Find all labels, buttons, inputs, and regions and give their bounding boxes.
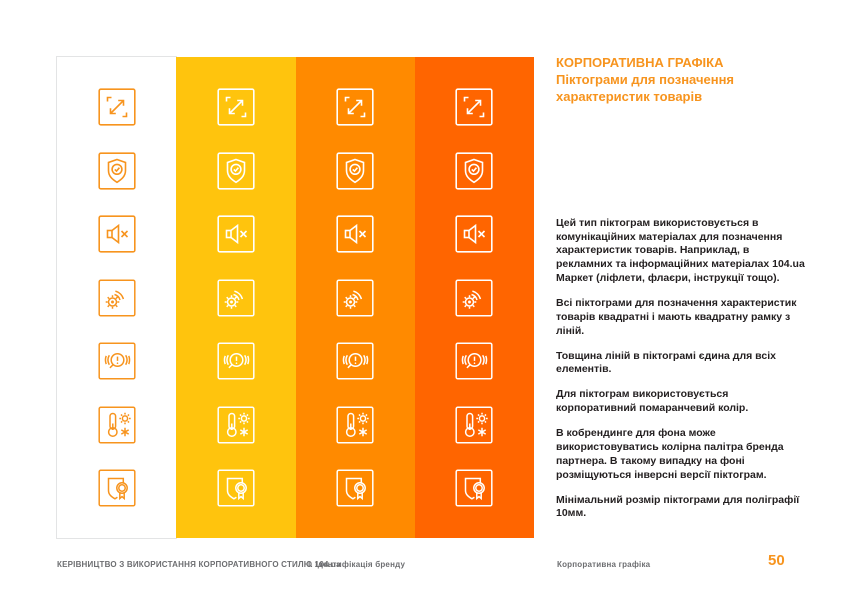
page-subtitle: Піктограми для позначення характеристик … — [556, 72, 735, 104]
expand-dimensions-icon — [217, 88, 255, 126]
certificate-ribbon-icon — [336, 469, 374, 507]
expand-dimensions-icon — [98, 88, 136, 126]
paragraph: Цей тип піктограм використовується в ком… — [556, 216, 805, 285]
speaker-mute-icon — [98, 215, 136, 253]
certificate-ribbon-icon — [217, 469, 255, 507]
magnifier-alert-icon — [217, 342, 255, 380]
shield-check-icon — [98, 152, 136, 190]
footer-section-label: І. Ідентифікація бренду — [308, 560, 406, 569]
magnifier-alert-icon — [455, 342, 493, 380]
paragraph: Всі піктограми для позначення характерис… — [556, 297, 797, 337]
expand-dimensions-icon — [455, 88, 493, 126]
spark-signal-icon — [336, 279, 374, 317]
text-column: КОРПОРАТИВНА ГРАФІКА Піктограми для позн… — [556, 55, 806, 532]
paragraph: Мінімальний розмір піктограми для полігр… — [556, 493, 800, 520]
shield-check-icon — [336, 152, 374, 190]
speaker-mute-icon — [336, 215, 374, 253]
certificate-ribbon-icon — [455, 469, 493, 507]
swatch-column-deep-orange — [414, 57, 534, 538]
swatch-column-orange — [295, 57, 415, 538]
page-title: КОРПОРАТИВНА ГРАФІКА — [556, 55, 724, 70]
magnifier-alert-icon — [98, 342, 136, 380]
page-number: 50 — [768, 552, 785, 569]
body-copy: Цей тип піктограм використовується в ком… — [556, 217, 806, 521]
shield-check-icon — [217, 152, 255, 190]
spark-signal-icon — [217, 279, 255, 317]
paragraph: Для піктограм використовується корпорати… — [556, 388, 749, 415]
swatch-column-yellow — [176, 57, 296, 538]
shield-check-icon — [455, 152, 493, 190]
expand-dimensions-icon — [336, 88, 374, 126]
temperature-range-icon — [98, 406, 136, 444]
footer-manual-title: КЕРІВНИЦТВО З ВИКОРИСТАННЯ КОРПОРАТИВНОГ… — [57, 560, 341, 569]
speaker-mute-icon — [217, 215, 255, 253]
certificate-ribbon-icon — [98, 469, 136, 507]
swatch-column-white — [55, 56, 178, 539]
spark-signal-icon — [98, 279, 136, 317]
paragraph: В кобрендинге для фона може використовув… — [556, 427, 784, 481]
magnifier-alert-icon — [336, 342, 374, 380]
temperature-range-icon — [217, 406, 255, 444]
temperature-range-icon — [336, 406, 374, 444]
footer-chapter-label: Корпоративна графіка — [557, 560, 651, 569]
speaker-mute-icon — [455, 215, 493, 253]
temperature-range-icon — [455, 406, 493, 444]
paragraph: Товщина ліній в піктограмі єдина для всі… — [556, 349, 776, 376]
spark-signal-icon — [455, 279, 493, 317]
pictogram-grid — [55, 56, 534, 539]
